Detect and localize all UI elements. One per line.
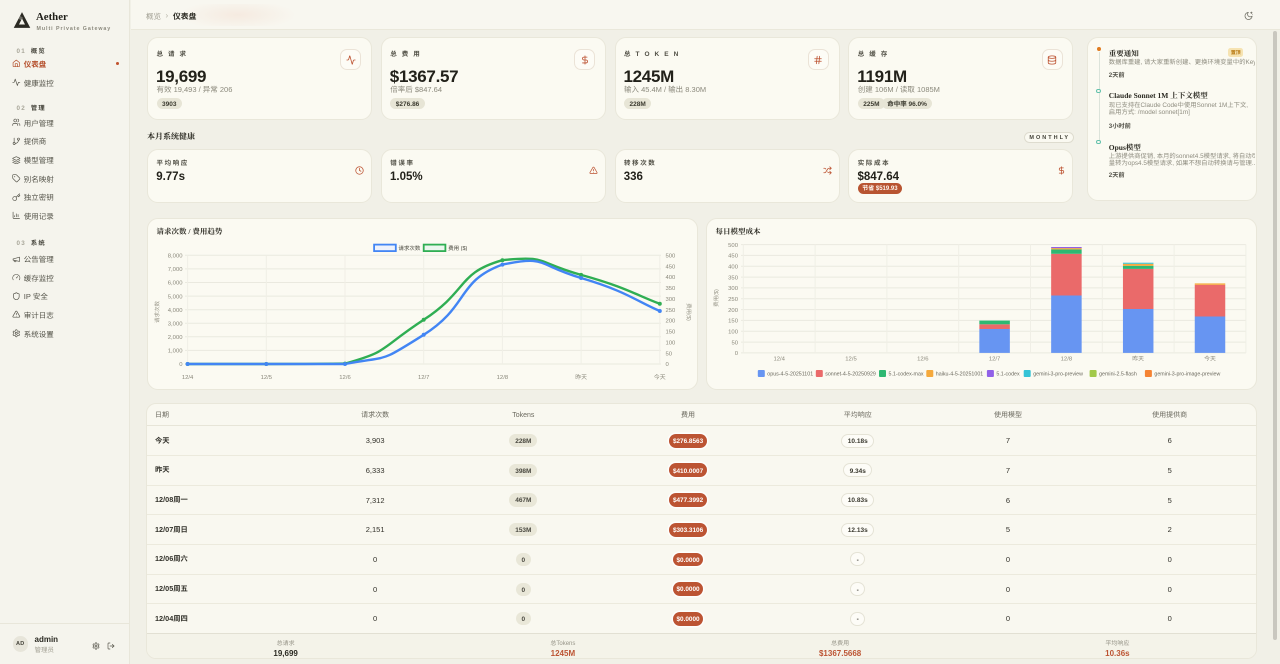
svg-text:12/6: 12/6 [917, 353, 929, 362]
svg-text:12/4: 12/4 [182, 372, 194, 381]
svg-text:200: 200 [728, 305, 739, 314]
svg-text:5.1-codex-max: 5.1-codex-max [889, 370, 924, 378]
svg-text:400: 400 [728, 262, 739, 271]
svg-text:3,000: 3,000 [168, 318, 183, 327]
svg-text:50: 50 [666, 348, 673, 357]
svg-text:今天: 今天 [1204, 353, 1216, 362]
svg-text:250: 250 [666, 305, 677, 314]
svg-text:250: 250 [728, 294, 739, 303]
svg-text:gemini-3-pro-image-preview: gemini-3-pro-image-preview [1154, 370, 1220, 378]
svg-text:0: 0 [179, 359, 183, 368]
svg-text:12/5: 12/5 [845, 353, 857, 362]
svg-text:昨天: 昨天 [575, 372, 587, 381]
svg-text:今天: 今天 [654, 372, 666, 381]
svg-text:费用($): 费用($) [685, 303, 693, 321]
svg-text:2,000: 2,000 [168, 332, 183, 341]
svg-text:haiku-4-5-20251001: haiku-4-5-20251001 [936, 370, 983, 378]
svg-text:5,000: 5,000 [168, 291, 183, 300]
svg-text:12/7: 12/7 [418, 372, 429, 381]
svg-text:12/4: 12/4 [773, 353, 785, 362]
svg-text:100: 100 [666, 338, 677, 347]
svg-text:5.1-codex: 5.1-codex [996, 370, 1020, 378]
svg-text:请求次数: 请求次数 [153, 301, 161, 324]
svg-text:12/7: 12/7 [989, 353, 1000, 362]
svg-text:0: 0 [735, 348, 739, 357]
svg-text:gemini-2.5-flash: gemini-2.5-flash [1099, 370, 1137, 378]
svg-text:opus-4-5-20251101: opus-4-5-20251101 [767, 370, 813, 378]
svg-text:请求次数: 请求次数 [398, 244, 421, 252]
svg-text:0: 0 [666, 359, 670, 368]
svg-text:费用 ($): 费用 ($) [448, 244, 467, 252]
svg-text:12/8: 12/8 [497, 372, 509, 381]
svg-text:500: 500 [728, 240, 739, 249]
svg-text:12/5: 12/5 [261, 372, 273, 381]
svg-text:7,000: 7,000 [168, 264, 183, 273]
svg-text:4,000: 4,000 [168, 305, 183, 314]
svg-text:100: 100 [728, 326, 739, 335]
svg-text:昨天: 昨天 [1132, 353, 1144, 362]
svg-text:12/6: 12/6 [339, 372, 351, 381]
svg-text:200: 200 [666, 316, 677, 325]
svg-text:1,000: 1,000 [168, 346, 183, 355]
svg-text:12/8: 12/8 [1061, 353, 1073, 362]
svg-text:6,000: 6,000 [168, 278, 183, 287]
svg-text:400: 400 [666, 272, 677, 281]
svg-text:8,000: 8,000 [168, 251, 183, 260]
svg-text:300: 300 [666, 294, 677, 303]
svg-text:50: 50 [731, 337, 738, 346]
svg-text:450: 450 [728, 251, 739, 260]
svg-text:350: 350 [666, 283, 677, 292]
svg-text:300: 300 [728, 283, 739, 292]
svg-text:150: 150 [666, 327, 677, 336]
svg-text:费用($): 费用($) [712, 289, 720, 307]
svg-text:450: 450 [666, 261, 677, 270]
svg-text:gemini-3-pro-preview: gemini-3-pro-preview [1033, 370, 1083, 378]
svg-text:sonnet-4-5-20250929: sonnet-4-5-20250929 [825, 370, 876, 378]
svg-text:150: 150 [728, 316, 739, 325]
svg-text:500: 500 [666, 251, 677, 260]
svg-text:350: 350 [728, 272, 739, 281]
